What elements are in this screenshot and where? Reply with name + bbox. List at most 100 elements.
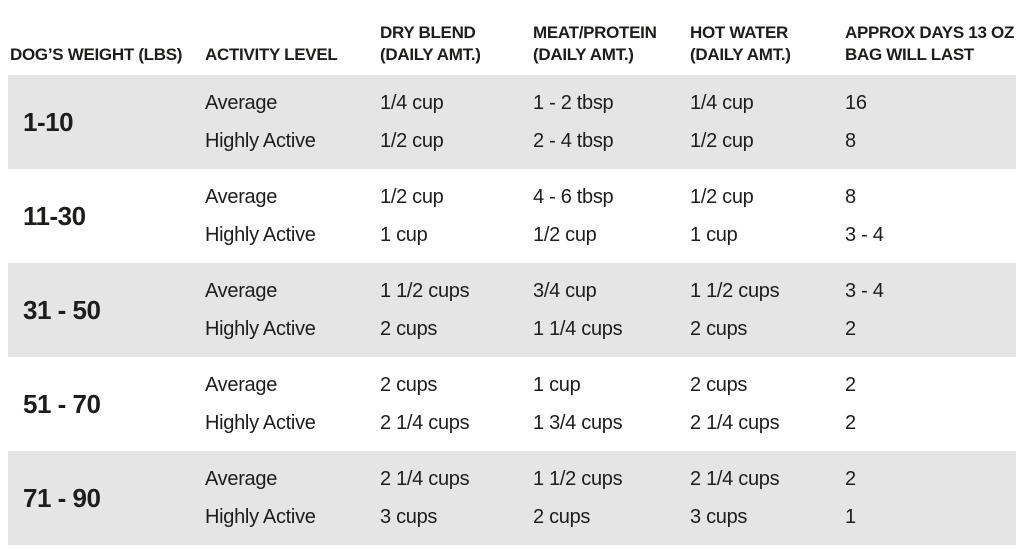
- hot-water-highly-active: 2 1/4 cups: [690, 412, 780, 434]
- hot-water-highly-active: 3 cups: [690, 506, 748, 528]
- meat-protein-highly-active: 1 3/4 cups: [533, 412, 623, 434]
- activity-cell: Average Highly Active: [205, 84, 380, 160]
- hot-water-average: 1 1/2 cups: [690, 280, 780, 302]
- meat-protein-cell: 1 cup 1 3/4 cups: [533, 366, 690, 442]
- activity-average: Average: [205, 374, 278, 396]
- dry-blend-average: 2 1/4 cups: [380, 468, 470, 490]
- dry-blend-average: 1/2 cup: [380, 186, 444, 208]
- weight-value: 1-10: [23, 106, 74, 137]
- dry-blend-highly-active: 3 cups: [380, 506, 438, 528]
- header-activity-level: ACTIVITY LEVEL: [205, 44, 380, 66]
- days-average: 2: [845, 374, 856, 396]
- activity-average: Average: [205, 92, 278, 114]
- activity-cell: Average Highly Active: [205, 178, 380, 254]
- dry-blend-average: 2 cups: [380, 374, 438, 396]
- dry-blend-average: 1/4 cup: [380, 92, 444, 114]
- header-approx-days: APPROX DAYS 13 OZ BAG WILL LAST: [845, 22, 1016, 66]
- hot-water-average: 1/2 cup: [690, 186, 754, 208]
- header-meat-protein-line2: (DAILY AMT.): [533, 45, 634, 64]
- hot-water-average: 1/4 cup: [690, 92, 754, 114]
- meat-protein-average: 1 1/2 cups: [533, 468, 623, 490]
- activity-average: Average: [205, 186, 278, 208]
- table-row-51-70: 51 - 70 Average Highly Active 2 cups 2 1…: [8, 357, 1016, 451]
- activity-highly-active: Highly Active: [205, 412, 316, 434]
- header-dry-blend-line1: DRY BLEND: [380, 23, 476, 42]
- activity-average: Average: [205, 280, 278, 302]
- header-approx-days-line1: APPROX DAYS 13 OZ: [845, 23, 1015, 42]
- weight-value: 71 - 90: [23, 482, 101, 513]
- days-highly-active: 3 - 4: [845, 224, 884, 246]
- meat-protein-cell: 4 - 6 tbsp 1/2 cup: [533, 178, 690, 254]
- hot-water-highly-active: 1/2 cup: [690, 130, 754, 152]
- hot-water-cell: 1/4 cup 1/2 cup: [690, 84, 845, 160]
- dry-blend-cell: 2 1/4 cups 3 cups: [380, 460, 533, 536]
- hot-water-cell: 1/2 cup 1 cup: [690, 178, 845, 254]
- header-hot-water-line1: HOT WATER: [690, 23, 789, 42]
- dry-blend-average: 1 1/2 cups: [380, 280, 470, 302]
- header-hot-water: HOT WATER (DAILY AMT.): [690, 22, 845, 66]
- meat-protein-average: 3/4 cup: [533, 280, 597, 302]
- activity-highly-active: Highly Active: [205, 318, 316, 340]
- header-dogs-weight-label: DOG’S WEIGHT (LBS): [10, 45, 183, 64]
- header-meat-protein: MEAT/PROTEIN (DAILY AMT.): [533, 22, 690, 66]
- dry-blend-cell: 2 cups 2 1/4 cups: [380, 366, 533, 442]
- hot-water-cell: 2 1/4 cups 3 cups: [690, 460, 845, 536]
- header-dogs-weight: DOG’S WEIGHT (LBS): [8, 44, 205, 66]
- header-meat-protein-line1: MEAT/PROTEIN: [533, 23, 657, 42]
- days-average: 16: [845, 92, 867, 114]
- dry-blend-cell: 1/2 cup 1 cup: [380, 178, 533, 254]
- weight-value: 51 - 70: [23, 388, 101, 419]
- dry-blend-highly-active: 1/2 cup: [380, 130, 444, 152]
- meat-protein-highly-active: 1/2 cup: [533, 224, 597, 246]
- meat-protein-highly-active: 2 - 4 tbsp: [533, 130, 614, 152]
- dry-blend-cell: 1 1/2 cups 2 cups: [380, 272, 533, 348]
- table-row-71-90: 71 - 90 Average Highly Active 2 1/4 cups…: [8, 451, 1016, 545]
- table-row-11-30: 11-30 Average Highly Active 1/2 cup 1 cu…: [8, 169, 1016, 263]
- meat-protein-cell: 3/4 cup 1 1/4 cups: [533, 272, 690, 348]
- activity-cell: Average Highly Active: [205, 272, 380, 348]
- activity-highly-active: Highly Active: [205, 224, 316, 246]
- days-cell: 2 2: [845, 366, 1016, 442]
- table-row-31-50: 31 - 50 Average Highly Active 1 1/2 cups…: [8, 263, 1016, 357]
- dry-blend-highly-active: 2 cups: [380, 318, 438, 340]
- meat-protein-highly-active: 1 1/4 cups: [533, 318, 623, 340]
- days-average: 3 - 4: [845, 280, 884, 302]
- days-average: 8: [845, 186, 856, 208]
- meat-protein-cell: 1 - 2 tbsp 2 - 4 tbsp: [533, 84, 690, 160]
- meat-protein-average: 4 - 6 tbsp: [533, 186, 614, 208]
- hot-water-average: 2 cups: [690, 374, 748, 396]
- activity-highly-active: Highly Active: [205, 506, 316, 528]
- hot-water-cell: 1 1/2 cups 2 cups: [690, 272, 845, 348]
- header-activity-level-label: ACTIVITY LEVEL: [205, 45, 338, 64]
- weight-value: 31 - 50: [23, 294, 101, 325]
- dry-blend-cell: 1/4 cup 1/2 cup: [380, 84, 533, 160]
- meat-protein-average: 1 - 2 tbsp: [533, 92, 614, 114]
- hot-water-average: 2 1/4 cups: [690, 468, 780, 490]
- activity-cell: Average Highly Active: [205, 366, 380, 442]
- days-highly-active: 2: [845, 412, 856, 434]
- hot-water-cell: 2 cups 2 1/4 cups: [690, 366, 845, 442]
- header-dry-blend: DRY BLEND (DAILY AMT.): [380, 22, 533, 66]
- table-row-1-10: 1-10 Average Highly Active 1/4 cup 1/2 c…: [8, 75, 1016, 169]
- dry-blend-highly-active: 1 cup: [380, 224, 428, 246]
- hot-water-highly-active: 1 cup: [690, 224, 738, 246]
- meat-protein-cell: 1 1/2 cups 2 cups: [533, 460, 690, 536]
- days-average: 2: [845, 468, 856, 490]
- days-cell: 8 3 - 4: [845, 178, 1016, 254]
- days-cell: 3 - 4 2: [845, 272, 1016, 348]
- header-approx-days-line2: BAG WILL LAST: [845, 45, 974, 64]
- table-header-row: DOG’S WEIGHT (LBS) ACTIVITY LEVEL DRY BL…: [8, 0, 1016, 75]
- activity-highly-active: Highly Active: [205, 130, 316, 152]
- activity-average: Average: [205, 468, 278, 490]
- dry-blend-highly-active: 2 1/4 cups: [380, 412, 470, 434]
- days-highly-active: 1: [845, 506, 856, 528]
- header-dry-blend-line2: (DAILY AMT.): [380, 45, 481, 64]
- days-highly-active: 2: [845, 318, 856, 340]
- days-cell: 2 1: [845, 460, 1016, 536]
- meat-protein-highly-active: 2 cups: [533, 506, 591, 528]
- days-cell: 16 8: [845, 84, 1016, 160]
- hot-water-highly-active: 2 cups: [690, 318, 748, 340]
- weight-value: 11-30: [23, 200, 86, 231]
- meat-protein-average: 1 cup: [533, 374, 581, 396]
